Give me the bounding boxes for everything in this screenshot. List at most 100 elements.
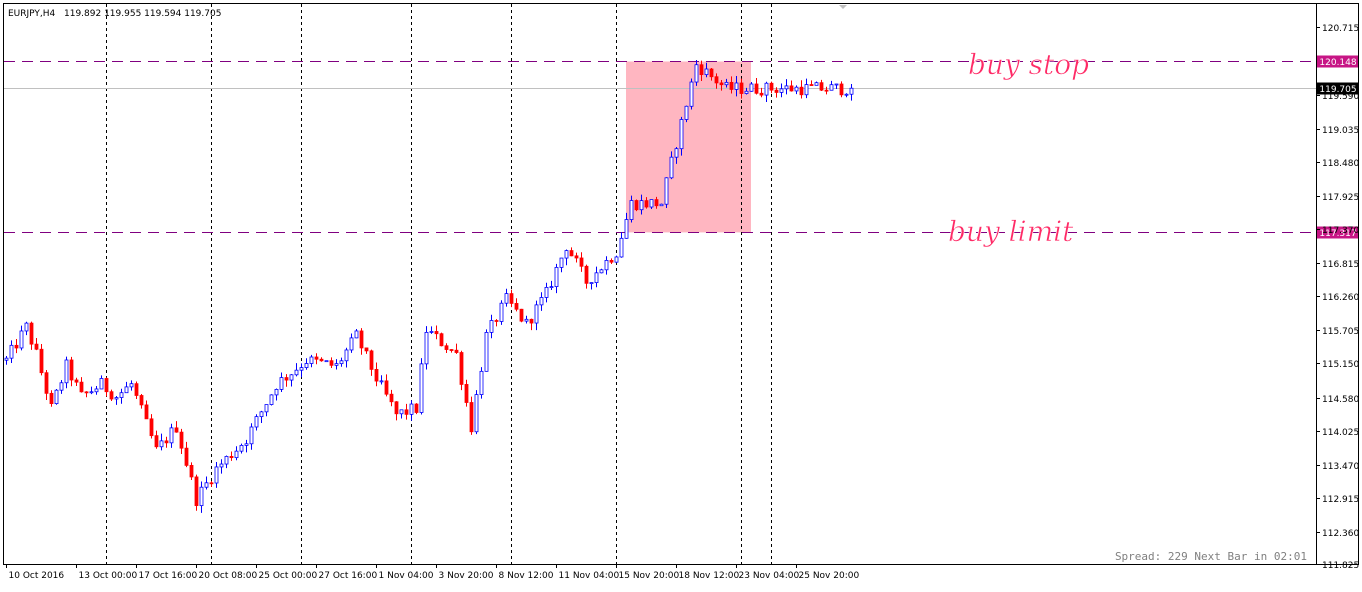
bull-candle bbox=[274, 389, 279, 396]
bull-candle bbox=[94, 388, 99, 393]
bull-candle bbox=[114, 397, 119, 400]
bear-candle bbox=[609, 260, 614, 263]
price-tick-label: 112.915 bbox=[1322, 495, 1359, 505]
bull-candle bbox=[484, 332, 489, 372]
bull-candle bbox=[704, 68, 709, 76]
bull-candle bbox=[279, 377, 284, 390]
bull-candle bbox=[214, 466, 219, 484]
symbol-label: EURJPY,H4 bbox=[8, 9, 56, 19]
time-tick-label: 15 Nov 20:00 bbox=[619, 571, 680, 581]
bear-candle bbox=[184, 447, 189, 466]
bull-candle bbox=[619, 237, 624, 258]
bear-candle bbox=[449, 349, 454, 351]
bull-candle bbox=[239, 444, 244, 452]
price-scale[interactable] bbox=[1316, 3, 1359, 565]
bear-candle bbox=[459, 352, 464, 385]
annotation-buy-limit: buy limit bbox=[948, 215, 1074, 248]
bull-candle bbox=[379, 380, 384, 383]
bear-candle bbox=[574, 255, 579, 259]
bull-candle bbox=[299, 367, 304, 371]
bear-candle bbox=[469, 402, 474, 433]
bull-candle bbox=[4, 357, 9, 361]
bear-candle bbox=[364, 347, 369, 352]
bear-candle bbox=[739, 82, 744, 94]
time-tick-label: 23 Nov 04:00 bbox=[739, 571, 800, 581]
time-tick-label: 25 Oct 00:00 bbox=[259, 571, 318, 581]
price-tick-label: 113.470 bbox=[1322, 462, 1359, 472]
bear-candle bbox=[789, 85, 794, 92]
bear-candle bbox=[774, 89, 779, 93]
bear-candle bbox=[209, 482, 214, 485]
bull-candle bbox=[219, 463, 224, 468]
bear-candle bbox=[569, 250, 574, 257]
price-tick-label: 114.025 bbox=[1322, 428, 1359, 438]
bear-candle bbox=[819, 82, 824, 91]
bear-candle bbox=[644, 200, 649, 208]
time-tick-label: 3 Nov 20:00 bbox=[439, 571, 494, 581]
price-tick-label: 118.480 bbox=[1322, 159, 1359, 169]
bull-candle bbox=[764, 82, 769, 96]
time-tick-label: 20 Oct 08:00 bbox=[199, 571, 258, 581]
price-tick-label: 114.580 bbox=[1322, 395, 1359, 405]
bull-candle bbox=[409, 403, 414, 415]
bear-candle bbox=[729, 81, 734, 90]
bull-candle bbox=[524, 318, 529, 322]
bear-candle bbox=[179, 431, 184, 449]
bear-candle bbox=[154, 435, 159, 448]
bull-candle bbox=[779, 88, 784, 93]
bear-candle bbox=[394, 401, 399, 415]
bear-candle bbox=[144, 404, 149, 420]
bear-candle bbox=[709, 68, 714, 78]
price-tick-label: 119.035 bbox=[1322, 126, 1359, 136]
level-price-tag: 120.148 bbox=[1319, 58, 1356, 68]
price-tick-label: 115.150 bbox=[1322, 360, 1359, 370]
bull-candle bbox=[479, 370, 484, 395]
bear-candle bbox=[509, 293, 514, 304]
bear-candle bbox=[389, 393, 394, 403]
bull-candle bbox=[334, 363, 339, 366]
bull-candle bbox=[684, 105, 689, 120]
bull-candle bbox=[749, 83, 754, 92]
bull-candle bbox=[199, 486, 204, 507]
bull-candle bbox=[244, 443, 249, 446]
bull-candle bbox=[604, 260, 609, 271]
bull-candle bbox=[124, 386, 129, 394]
bear-candle bbox=[189, 464, 194, 478]
bear-candle bbox=[519, 308, 524, 322]
bull-candle bbox=[354, 330, 359, 339]
bull-candle bbox=[19, 330, 24, 349]
bear-candle bbox=[529, 318, 534, 324]
bull-candle bbox=[59, 382, 64, 391]
time-tick-label: 18 Nov 12:00 bbox=[679, 571, 740, 581]
bull-candle bbox=[694, 64, 699, 83]
bear-candle bbox=[14, 344, 19, 349]
bull-candle bbox=[539, 297, 544, 306]
bull-candle bbox=[344, 349, 349, 362]
level-price-tag-bg bbox=[1317, 55, 1358, 68]
shift-marker-icon[interactable] bbox=[839, 5, 847, 9]
bear-candle bbox=[654, 199, 659, 207]
bull-candle bbox=[489, 320, 494, 333]
bull-candle bbox=[289, 374, 294, 381]
bull-candle bbox=[499, 302, 504, 322]
bull-candle bbox=[554, 267, 559, 288]
bear-candle bbox=[194, 476, 199, 507]
bull-candle bbox=[649, 199, 654, 208]
level-price-tag: 117.317 bbox=[1319, 229, 1356, 239]
bull-candle bbox=[294, 369, 299, 376]
annotation-buy-stop: buy stop bbox=[968, 48, 1089, 81]
bull-candle bbox=[544, 286, 549, 298]
bull-candle bbox=[54, 389, 59, 405]
bull-candle bbox=[639, 200, 644, 211]
bull-candle bbox=[304, 363, 309, 368]
bear-candle bbox=[79, 381, 84, 393]
ohlc-values: 119.892 119.955 119.594 119.705 bbox=[64, 9, 221, 19]
bear-candle bbox=[39, 348, 44, 374]
bull-candle bbox=[204, 482, 209, 488]
bear-candle bbox=[434, 331, 439, 335]
bull-candle bbox=[564, 250, 569, 259]
bull-candle bbox=[689, 81, 694, 107]
price-tick-label: 115.705 bbox=[1322, 327, 1359, 337]
